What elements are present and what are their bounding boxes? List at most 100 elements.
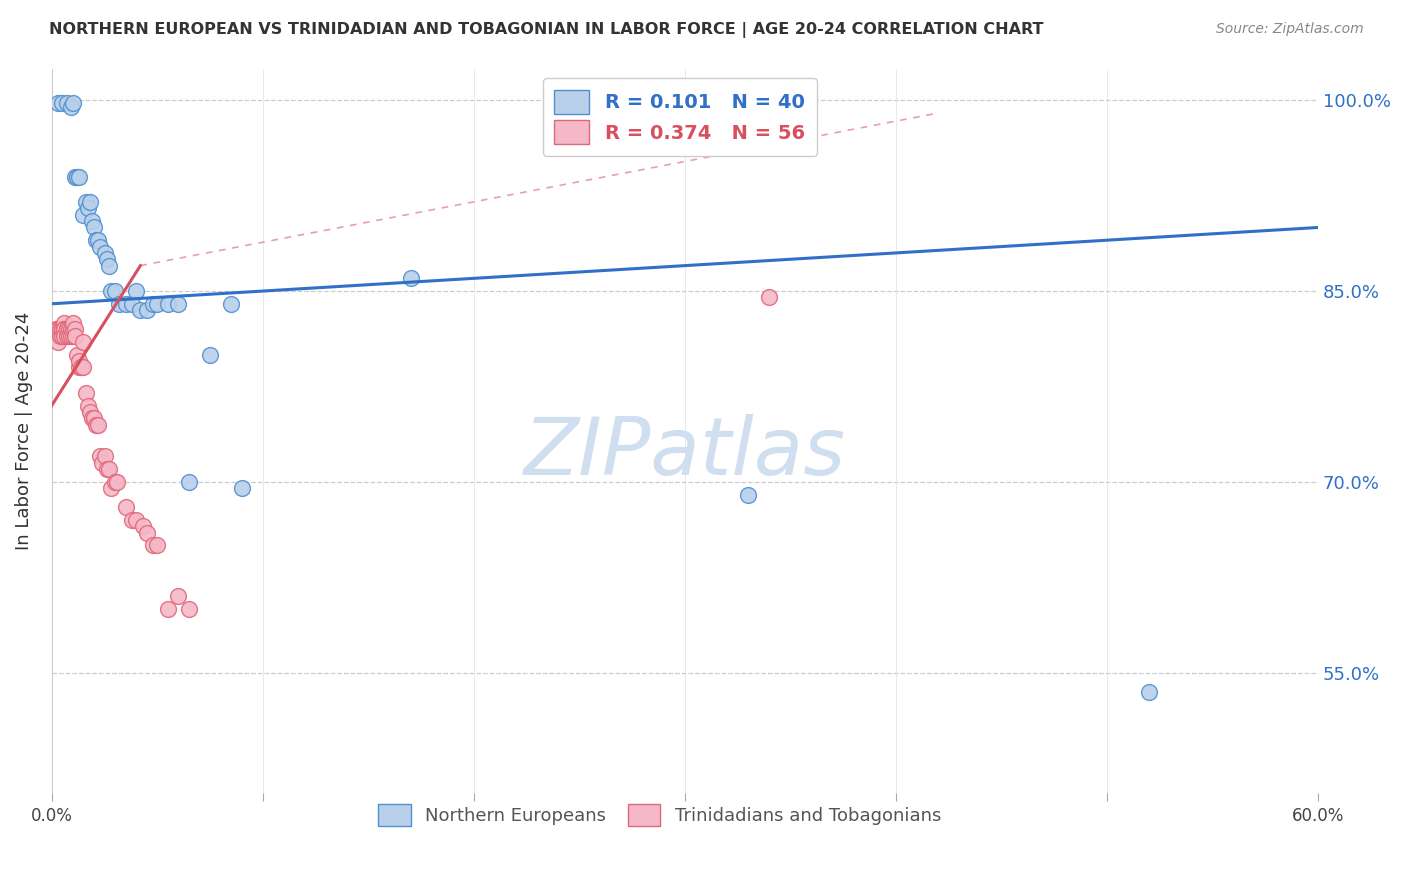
Point: [59, 328, 82, 343]
Point: [45, 322, 67, 336]
Point: [62, 322, 84, 336]
Point: [66, 169, 89, 184]
Point: [129, 303, 152, 318]
Point: [114, 297, 136, 311]
Point: [53, 316, 76, 330]
Point: [167, 589, 190, 603]
Point: [737, 487, 759, 501]
Point: [97, 462, 120, 476]
Point: [100, 481, 122, 495]
Point: [55, 322, 77, 336]
Point: [146, 297, 169, 311]
Point: [51, 322, 73, 336]
Point: [63, 328, 86, 343]
Point: [146, 538, 169, 552]
Point: [51, 95, 73, 110]
Point: [93, 246, 115, 260]
Point: [83, 220, 105, 235]
Point: [87, 417, 110, 432]
Point: [177, 475, 200, 489]
Point: [114, 500, 136, 515]
Point: [53, 322, 76, 336]
Point: [75, 385, 97, 400]
Point: [142, 538, 165, 552]
Point: [46, 322, 69, 336]
Point: [97, 259, 120, 273]
Point: [89, 450, 111, 464]
Point: [91, 456, 114, 470]
Point: [55, 328, 77, 343]
Point: [62, 316, 84, 330]
Point: [121, 513, 143, 527]
Point: [177, 602, 200, 616]
Point: [198, 348, 221, 362]
Point: [84, 233, 107, 247]
Point: [49, 328, 72, 343]
Point: [89, 239, 111, 253]
Point: [63, 322, 86, 336]
Point: [79, 405, 101, 419]
Point: [96, 462, 118, 476]
Point: [72, 360, 94, 375]
Point: [87, 233, 110, 247]
Text: NORTHERN EUROPEAN VS TRINIDADIAN AND TOBAGONIAN IN LABOR FORCE | AGE 20-24 CORRE: NORTHERN EUROPEAN VS TRINIDADIAN AND TOB…: [49, 22, 1043, 38]
Point: [96, 252, 118, 267]
Point: [156, 602, 179, 616]
Point: [53, 322, 76, 336]
Point: [49, 322, 72, 336]
Point: [758, 290, 780, 304]
Point: [70, 360, 93, 375]
Text: ZIPatlas: ZIPatlas: [524, 414, 846, 491]
Point: [80, 214, 103, 228]
Legend: Northern Europeans, Trinidadians and Tobagonians: Northern Europeans, Trinidadians and Tob…: [370, 795, 950, 835]
Point: [108, 297, 131, 311]
Point: [58, 322, 80, 336]
Point: [67, 354, 90, 368]
Point: [135, 303, 157, 318]
Point: [83, 411, 105, 425]
Point: [104, 284, 127, 298]
Point: [53, 328, 76, 343]
Point: [104, 475, 127, 489]
Point: [67, 169, 90, 184]
Point: [84, 417, 107, 432]
Point: [66, 348, 89, 362]
Point: [58, 328, 80, 343]
Point: [125, 284, 148, 298]
Point: [135, 525, 157, 540]
Point: [63, 169, 86, 184]
Point: [125, 513, 148, 527]
Point: [76, 202, 98, 216]
Point: [131, 519, 153, 533]
Point: [55, 322, 77, 336]
Point: [100, 284, 122, 298]
Point: [59, 322, 82, 336]
Y-axis label: In Labor Force | Age 20-24: In Labor Force | Age 20-24: [15, 311, 32, 550]
Point: [399, 271, 422, 285]
Point: [55, 95, 77, 110]
Point: [46, 95, 69, 110]
Point: [51, 322, 73, 336]
Point: [219, 297, 242, 311]
Point: [105, 475, 128, 489]
Point: [51, 328, 73, 343]
Point: [156, 297, 179, 311]
Point: [72, 334, 94, 349]
Point: [75, 195, 97, 210]
Point: [62, 328, 84, 343]
Point: [93, 450, 115, 464]
Point: [80, 411, 103, 425]
Point: [121, 297, 143, 311]
Point: [142, 297, 165, 311]
Point: [59, 100, 82, 114]
Point: [72, 208, 94, 222]
Point: [167, 297, 190, 311]
Point: [67, 360, 90, 375]
Point: [695, 824, 717, 838]
Point: [62, 95, 84, 110]
Point: [1137, 684, 1160, 698]
Text: Source: ZipAtlas.com: Source: ZipAtlas.com: [1216, 22, 1364, 37]
Point: [76, 399, 98, 413]
Point: [46, 334, 69, 349]
Point: [231, 481, 253, 495]
